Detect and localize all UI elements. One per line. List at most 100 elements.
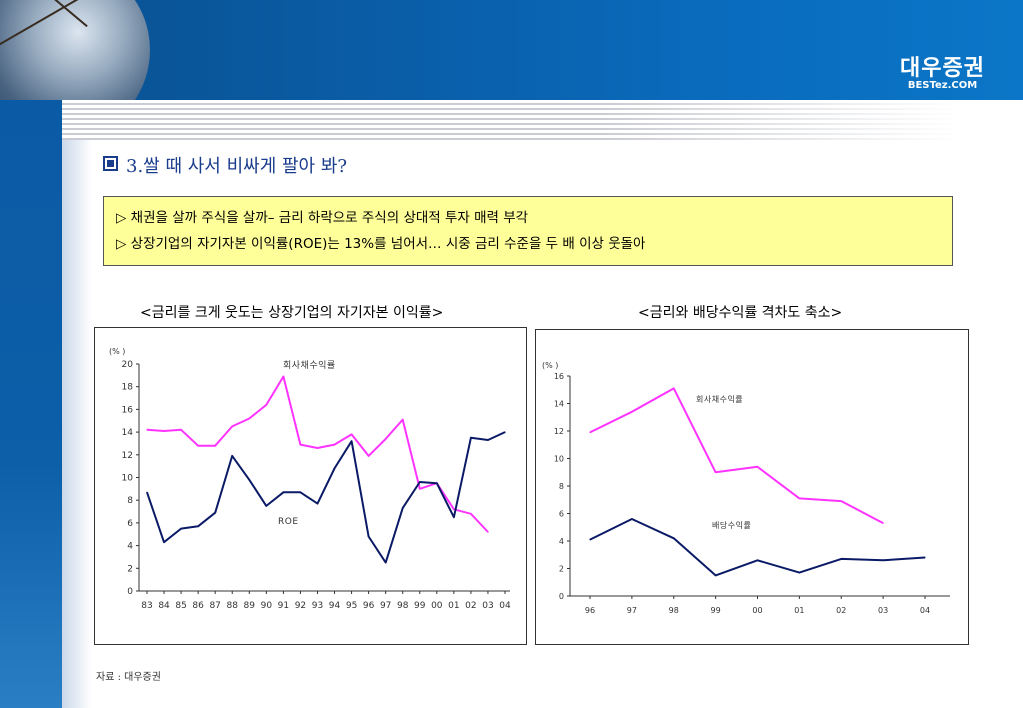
series-label: ROE xyxy=(278,517,299,527)
data-point xyxy=(673,537,675,539)
x-tick-label: 93 xyxy=(312,601,323,611)
data-point xyxy=(368,455,370,457)
data-point xyxy=(402,419,404,421)
y-tick-label: 2 xyxy=(127,564,133,574)
note-box: ▷ 채권을 살까 주식을 살까– 금리 하락으로 주식의 상대적 투자 매력 부… xyxy=(103,196,953,266)
x-tick-label: 00 xyxy=(431,601,443,611)
header-stripes-decoration xyxy=(62,100,962,140)
x-tick-label: 01 xyxy=(448,601,459,611)
series-label: 회사채수익률 xyxy=(283,359,336,371)
data-point xyxy=(197,445,199,447)
data-point xyxy=(265,404,267,406)
y-tick-label: 4 xyxy=(127,542,133,552)
x-tick-label: 90 xyxy=(261,601,273,611)
x-tick-label: 88 xyxy=(227,601,239,611)
x-tick-label: 99 xyxy=(711,606,721,615)
data-point xyxy=(453,508,455,510)
chart-panel-roe: (% ) 0 2 4 6 8 10 12 14 16 18 20 83 84 85 86 87 88 89 90 91 9… xyxy=(94,327,527,645)
data-point xyxy=(282,491,284,493)
square-bullet-icon xyxy=(103,156,118,171)
chart-title-roe: <금리를 크게 웃도는 상장기업의 자기자본 이익률> xyxy=(140,305,444,321)
y-tick-label: 10 xyxy=(122,474,134,484)
data-point xyxy=(419,481,421,483)
y-tick-label: 0 xyxy=(559,592,564,601)
source-note: 자료 : 대우증권 xyxy=(96,672,161,683)
data-point xyxy=(470,437,472,439)
y-tick-label: 12 xyxy=(554,427,564,436)
data-point xyxy=(146,429,148,431)
y-tick-label: 4 xyxy=(559,537,564,546)
data-point xyxy=(756,559,759,561)
y-tick-label: 8 xyxy=(127,496,133,506)
data-point xyxy=(840,500,842,502)
y-tick-label: 10 xyxy=(554,455,564,464)
x-tick-label: 86 xyxy=(192,601,204,611)
series-line xyxy=(589,518,926,577)
data-point xyxy=(163,430,165,432)
data-point xyxy=(882,559,884,561)
data-point xyxy=(631,518,633,520)
y-tick-label: 20 xyxy=(122,360,134,370)
data-point xyxy=(453,516,455,518)
y-tick-label: 14 xyxy=(122,428,134,438)
data-point xyxy=(350,433,353,435)
x-tick-label: 04 xyxy=(920,606,930,615)
data-point xyxy=(316,447,319,449)
section-title-text: 3.쌀 때 사서 비싸게 팔아 봐? xyxy=(126,156,348,177)
x-tick-label: 92 xyxy=(295,601,306,611)
data-point xyxy=(882,522,884,524)
x-tick-label: 85 xyxy=(175,601,186,611)
series-line xyxy=(146,431,506,564)
y-tick-label: 6 xyxy=(559,510,564,519)
y-tick-label: 6 xyxy=(127,519,133,529)
data-point xyxy=(231,425,233,428)
y-tick-label: 16 xyxy=(122,405,134,415)
data-point xyxy=(715,471,717,473)
data-point xyxy=(924,556,926,559)
header-banner: 대우증권 BESTez.COM xyxy=(0,0,1023,140)
section-title: 3.쌀 때 사서 비싸게 팔아 봐? xyxy=(103,152,347,178)
data-point xyxy=(333,467,336,470)
series-label: 배당수익률 xyxy=(712,520,751,530)
data-point xyxy=(798,497,800,499)
x-tick-label: 98 xyxy=(669,606,679,615)
data-point xyxy=(504,431,506,433)
x-tick-label: 03 xyxy=(482,601,493,611)
x-tick-label: 87 xyxy=(209,601,220,611)
data-point xyxy=(265,505,267,507)
y-tick-label: 16 xyxy=(554,372,564,381)
data-point xyxy=(214,512,216,514)
x-tick-label: 89 xyxy=(244,601,256,611)
chart-title-dividend: <금리와 배당수익률 격차도 축소> xyxy=(638,305,843,321)
data-point xyxy=(316,503,319,505)
data-point xyxy=(163,541,165,543)
y-tick-label: 14 xyxy=(554,400,564,409)
note-line: ▷ 채권을 살까 주식을 살까– 금리 하락으로 주식의 상대적 투자 매력 부… xyxy=(116,210,529,226)
y-tick-label: 18 xyxy=(122,383,134,393)
data-point xyxy=(589,431,591,433)
y-tick-label: 8 xyxy=(559,482,564,491)
x-tick-label: 98 xyxy=(397,601,409,611)
data-point xyxy=(487,439,489,441)
x-tick-label: 97 xyxy=(627,606,637,615)
data-point xyxy=(197,525,199,527)
data-point xyxy=(385,438,387,440)
x-tick-label: 83 xyxy=(141,601,152,611)
data-point xyxy=(368,535,370,538)
brand-name-kr: 대우증권 xyxy=(900,56,985,81)
left-sidebar-decoration xyxy=(0,100,62,708)
note-line: ▷ 상장기업의 자기자본 이익률(ROE)는 13%를 넘어서… 시중 금리 수… xyxy=(116,236,646,252)
data-point xyxy=(248,479,250,481)
series-line xyxy=(146,375,489,533)
x-tick-label: 01 xyxy=(794,606,804,615)
x-tick-label: 84 xyxy=(158,601,170,611)
data-point xyxy=(487,531,489,533)
data-point xyxy=(180,429,182,431)
y-unit-label: (% ) xyxy=(542,361,558,370)
data-point xyxy=(333,443,336,446)
data-point xyxy=(715,574,717,576)
globe-stick-decoration xyxy=(0,0,93,52)
data-point xyxy=(385,562,387,564)
